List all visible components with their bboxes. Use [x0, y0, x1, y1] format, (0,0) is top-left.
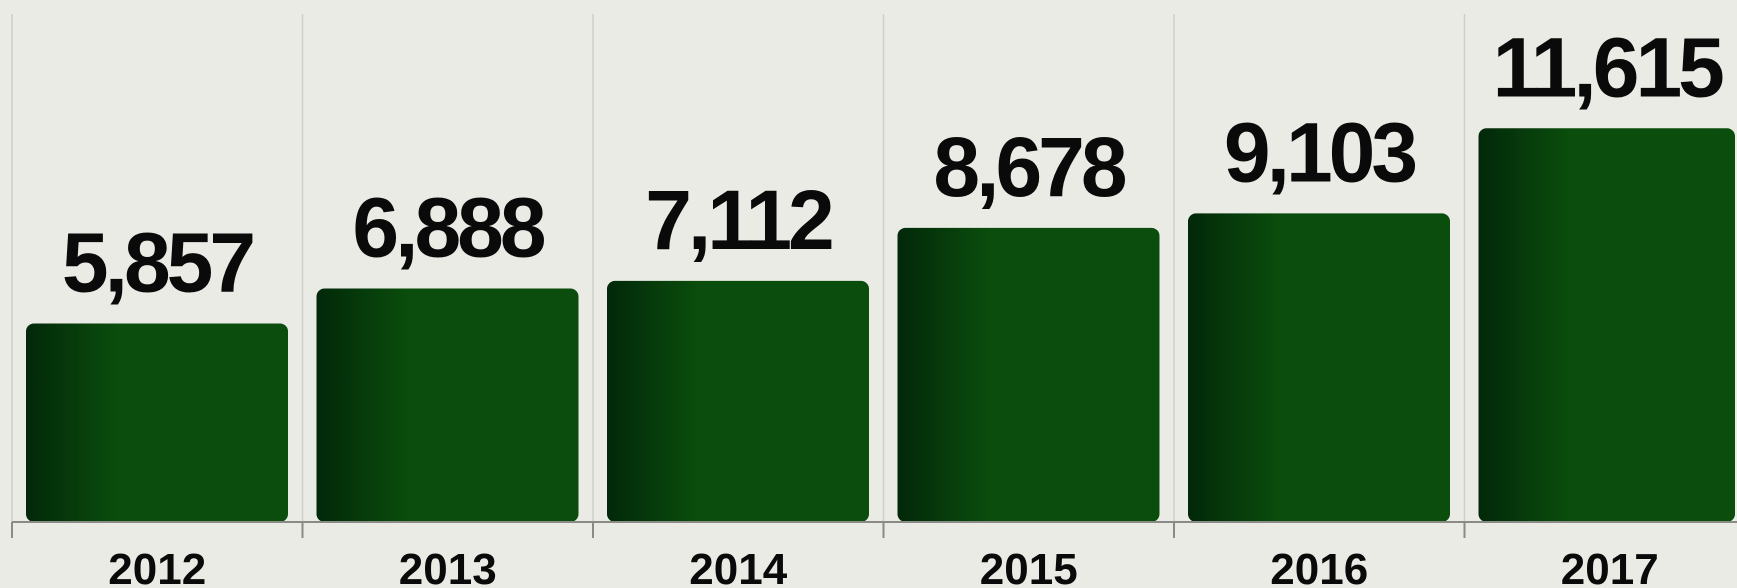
bar-2014	[607, 280, 869, 522]
value-label-2016: 9,103	[1224, 105, 1415, 199]
bar-2017	[1478, 128, 1735, 522]
category-label-2012: 2012	[108, 545, 206, 588]
bar-2013	[316, 288, 579, 522]
bar-2015	[897, 227, 1160, 522]
category-label-2013: 2013	[399, 545, 497, 588]
bar-2016	[1188, 213, 1450, 522]
value-label-2015: 8,678	[933, 120, 1125, 214]
category-label-2017: 2017	[1561, 545, 1659, 588]
category-label-2014: 2014	[689, 545, 787, 588]
value-labels: 5,857 6,888 7,112 8,678 9,103 11,615	[62, 20, 1727, 309]
bar-2012	[26, 323, 288, 522]
value-label-2017: 11,615	[1493, 20, 1724, 114]
category-labels: 2012 2013 2014 2015 2016 2017	[108, 545, 1658, 588]
value-label-2014: 7,112	[645, 173, 832, 267]
gridlines	[11, 14, 1466, 522]
bars	[26, 128, 1735, 522]
category-label-2015: 2015	[980, 545, 1078, 588]
category-label-2016: 2016	[1270, 545, 1368, 588]
x-axis	[11, 521, 1737, 538]
value-label-2013: 6,888	[352, 180, 544, 274]
value-label-2012: 5,857	[62, 215, 253, 309]
